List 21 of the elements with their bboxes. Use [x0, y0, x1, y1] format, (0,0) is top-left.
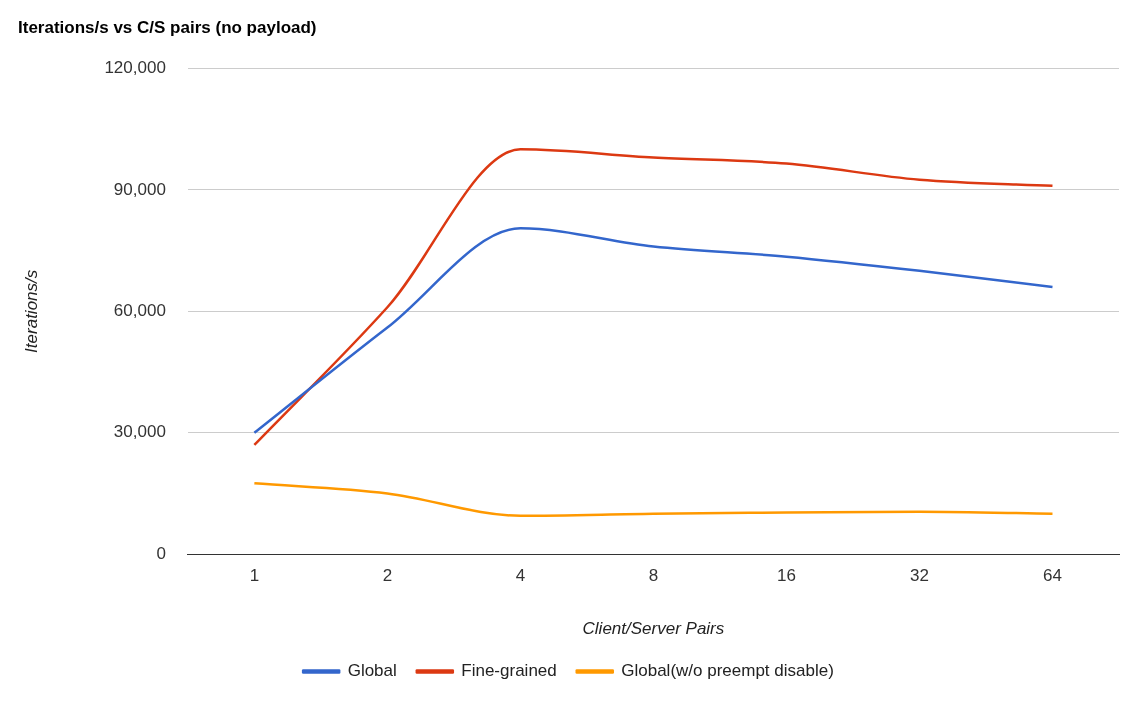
x-tick-label: 1: [249, 566, 260, 586]
y-tick-label: 90,000: [113, 179, 166, 199]
legend-label: Global(w/o preempt disable): [621, 661, 834, 681]
x-axis-title: Client/Server Pairs: [582, 618, 725, 638]
line-series: [253, 227, 1054, 434]
legend-label: Fine-grained: [461, 661, 557, 681]
y-tick-label: 30,000: [113, 422, 166, 442]
x-tick-label: 64: [1043, 566, 1062, 586]
chart-title: Iterations/s vs C/S pairs (no payload): [18, 17, 317, 37]
x-tick-label: 16: [776, 566, 796, 586]
line-series: [253, 482, 1054, 517]
y-tick-label: 60,000: [113, 300, 166, 320]
x-tick-label: 4: [515, 566, 526, 586]
y-tick-label: 120,000: [104, 58, 166, 78]
x-tick-label: 2: [382, 566, 393, 586]
line-series: [253, 148, 1054, 447]
x-tick-label: 8: [648, 566, 659, 586]
y-tick-label: 0: [156, 543, 166, 563]
x-tick-label: 32: [910, 566, 929, 586]
legend-label: Global: [347, 661, 397, 681]
y-axis-title: Iterations/s: [21, 269, 41, 353]
